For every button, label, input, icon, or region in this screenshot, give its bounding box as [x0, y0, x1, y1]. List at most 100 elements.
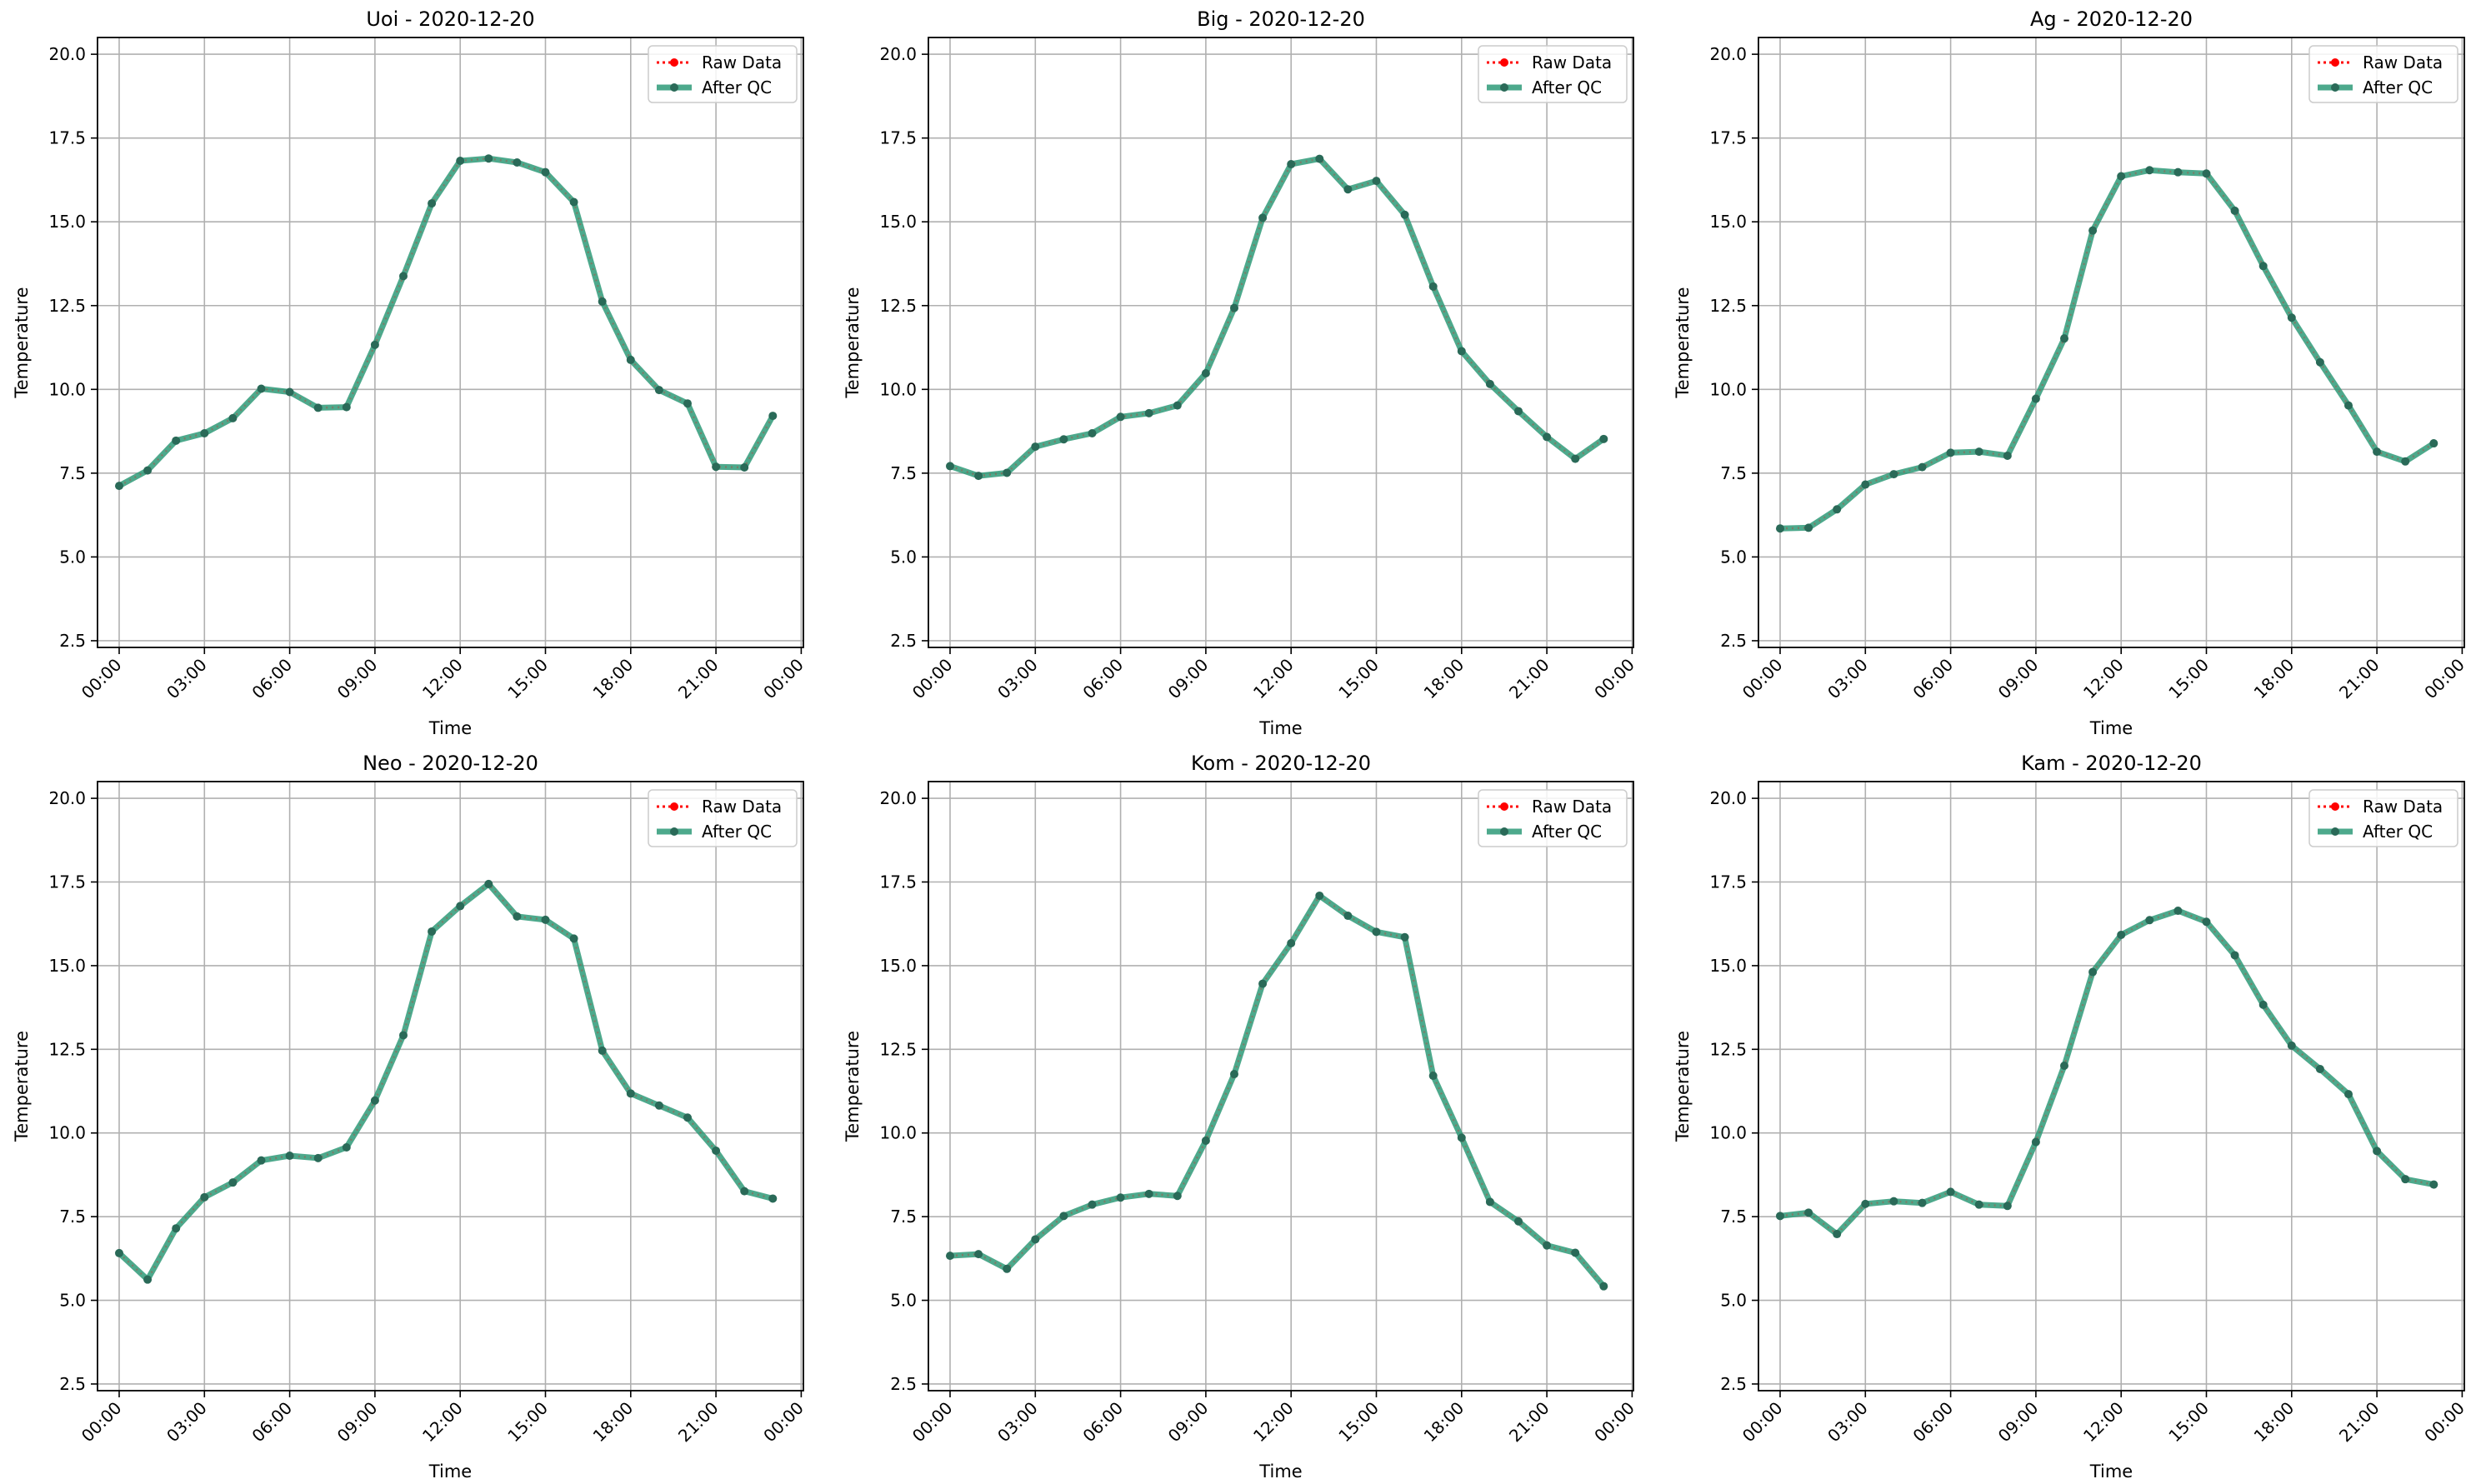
data-point-after-qc — [115, 1248, 123, 1257]
x-tick-label: 12:00 — [1249, 1398, 1298, 1447]
data-point-after-qc — [1571, 1248, 1580, 1257]
data-point-after-qc — [1889, 1197, 1898, 1206]
x-tick-label: 18:00 — [1420, 1398, 1468, 1447]
legend-marker-raw-data — [2331, 802, 2339, 811]
x-tick-label: 18:00 — [2250, 1398, 2298, 1447]
x-tick-label: 15:00 — [1334, 655, 1383, 703]
y-tick-label: 10.0 — [1709, 1123, 1747, 1143]
x-tick-label: 03:00 — [1823, 655, 1872, 703]
x-tick-label: 18:00 — [2250, 655, 2298, 703]
data-point-after-qc — [285, 1152, 294, 1161]
data-point-after-qc — [1804, 523, 1813, 532]
x-tick-label: 06:00 — [1908, 1398, 1957, 1447]
data-point-after-qc — [1946, 448, 1955, 457]
x-tick-label: 06:00 — [1078, 1398, 1127, 1447]
x-axis-label: Time — [1258, 1462, 1302, 1482]
x-tick-label: 03:00 — [993, 655, 1042, 703]
data-point-after-qc — [1258, 213, 1268, 222]
chart-panel: 2.5 5.0 7.5 10.0 12.5 15.0 17.5 20.0 00:00 03:00 0… — [843, 752, 1638, 1482]
data-point-after-qc — [654, 386, 663, 395]
series-line-raw-data — [949, 157, 1605, 477]
data-point-after-qc — [484, 154, 493, 163]
legend: Raw Data After QC — [648, 789, 798, 847]
data-point-after-qc — [1059, 435, 1068, 444]
series-line-after-qc — [949, 892, 1606, 1288]
data-point-after-qc — [712, 1147, 721, 1156]
chart-panel: 2.5 5.0 7.5 10.0 12.5 15.0 17.5 20.0 00:00 03:00 0… — [12, 7, 808, 738]
data-point-after-qc — [2287, 1041, 2296, 1050]
data-point-after-qc — [1428, 1072, 1438, 1081]
series-line-after-qc — [117, 881, 774, 1283]
legend-label-raw-data: Raw Data — [1532, 797, 1612, 817]
data-point-after-qc — [1372, 927, 1381, 937]
y-tick-label: 12.5 — [48, 296, 86, 316]
data-point-after-qc — [1287, 938, 1296, 947]
chart-title: Kam - 2020-12-20 — [2021, 752, 2202, 775]
data-point-after-qc — [143, 466, 153, 475]
data-point-after-qc — [2315, 1065, 2324, 1074]
data-point-after-qc — [654, 1101, 663, 1110]
y-tick-label: 20.0 — [879, 44, 917, 64]
data-point-after-qc — [285, 387, 294, 397]
data-point-after-qc — [569, 934, 578, 943]
y-tick-label: 12.5 — [1709, 1039, 1747, 1059]
data-point-after-qc — [1116, 1193, 1125, 1202]
legend-marker-raw-data — [1500, 802, 1508, 811]
legend-marker-after-qc — [1500, 83, 1508, 92]
data-point-after-qc — [370, 1096, 379, 1105]
data-point-after-qc — [1287, 160, 1296, 169]
data-point-after-qc — [1485, 379, 1494, 388]
legend-label-after-qc: After QC — [1532, 822, 1602, 842]
data-point-after-qc — [1833, 1230, 1842, 1239]
data-point-after-qc — [2031, 394, 2040, 403]
legend-label-raw-data: Raw Data — [2363, 52, 2443, 72]
x-axis-label: Time — [2089, 718, 2133, 738]
data-point-after-qc — [2258, 1000, 2268, 1009]
y-tick-label: 10.0 — [879, 1123, 917, 1143]
series-line-raw-data — [1779, 169, 2434, 530]
data-point-after-qc — [1003, 1264, 1012, 1273]
data-point-after-qc — [2315, 357, 2324, 367]
data-point-after-qc — [257, 384, 266, 393]
chart-title: Big - 2020-12-20 — [1197, 7, 1365, 31]
data-point-after-qc — [946, 462, 954, 471]
x-axis-label: Time — [428, 718, 472, 738]
y-tick-label: 10.0 — [1709, 379, 1747, 399]
y-tick-label: 20.0 — [48, 788, 86, 808]
data-point-after-qc — [2145, 916, 2154, 925]
data-point-after-qc — [1599, 434, 1608, 443]
data-point-after-qc — [1776, 1212, 1784, 1221]
data-point-after-qc — [428, 927, 437, 936]
x-tick-label: 21:00 — [1505, 1398, 1553, 1447]
x-tick-label: 00:00 — [2420, 655, 2468, 703]
y-tick-label: 7.5 — [1720, 463, 1747, 483]
y-tick-label: 17.5 — [879, 872, 917, 892]
axes-frame — [928, 37, 1634, 648]
x-tick-label: 15:00 — [503, 655, 552, 703]
x-tick-label: 00:00 — [2420, 1398, 2468, 1447]
x-tick-label: 21:00 — [2335, 1398, 2383, 1447]
legend: Raw Data After QC — [1478, 45, 1628, 103]
series-line-after-qc — [948, 156, 1606, 479]
data-point-after-qc — [2003, 451, 2012, 460]
x-tick-label: 00:00 — [908, 655, 957, 703]
data-point-after-qc — [1201, 1136, 1210, 1145]
data-point-after-qc — [313, 1153, 323, 1162]
data-point-after-qc — [2003, 1202, 2012, 1211]
data-point-after-qc — [2230, 206, 2239, 215]
data-point-after-qc — [1372, 177, 1381, 186]
axes-frame — [1758, 37, 2465, 648]
data-point-after-qc — [598, 297, 607, 306]
data-point-after-qc — [2344, 1090, 2353, 1099]
data-point-after-qc — [1315, 154, 1324, 163]
y-tick-label: 15.0 — [1709, 212, 1747, 232]
data-point-after-qc — [1230, 1070, 1238, 1079]
data-point-after-qc — [2258, 262, 2268, 271]
x-tick-label: 12:00 — [418, 655, 467, 703]
x-tick-label: 09:00 — [1994, 1398, 2043, 1447]
legend-label-after-qc: After QC — [2363, 77, 2433, 97]
x-tick-label: 03:00 — [163, 1398, 211, 1447]
series-line-after-qc — [118, 155, 776, 489]
data-point-after-qc — [513, 158, 522, 167]
legend-marker-raw-data — [1500, 58, 1508, 67]
